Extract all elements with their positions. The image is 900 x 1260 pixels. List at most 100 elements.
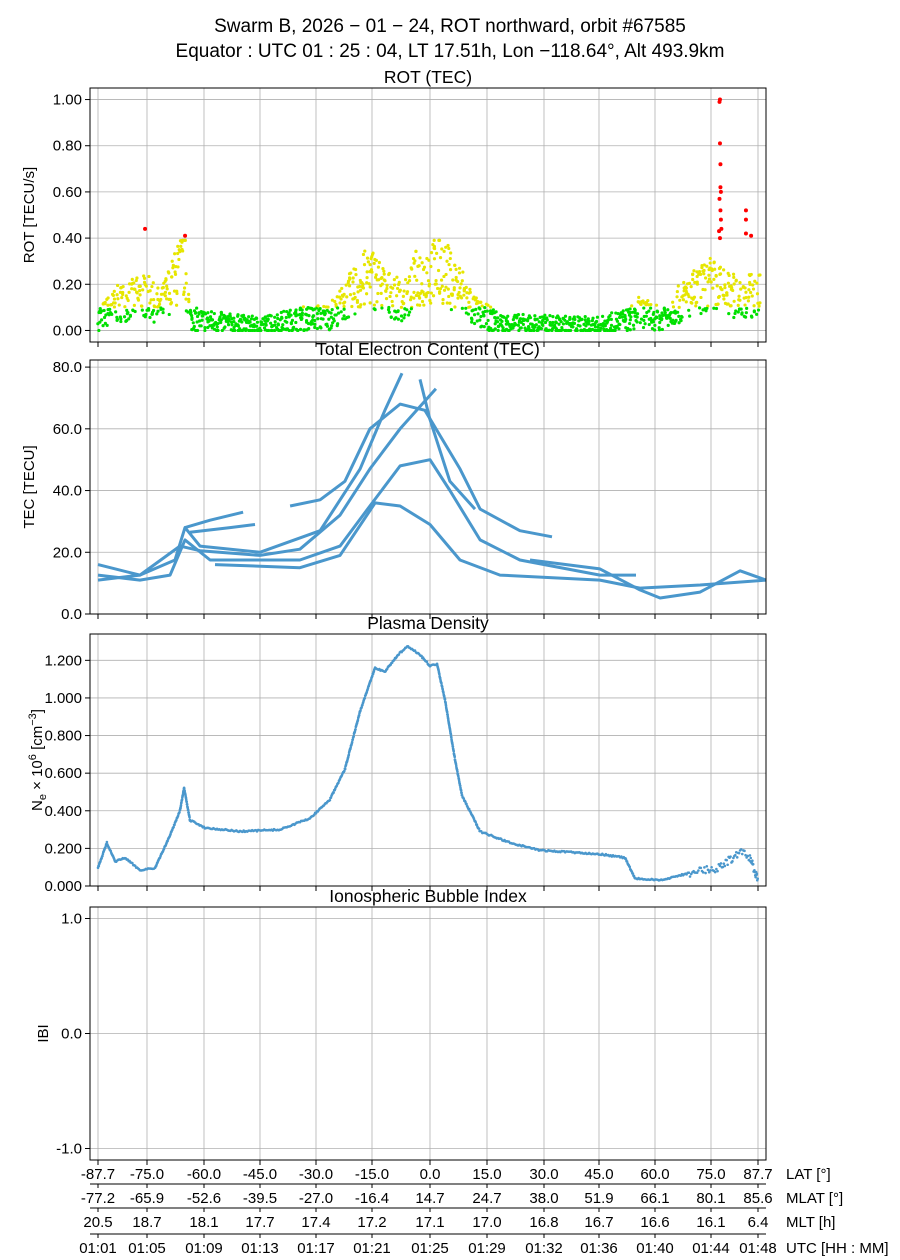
rot-point: [608, 314, 612, 318]
rot-high-point: [183, 233, 188, 238]
rot-point: [138, 289, 142, 293]
rot-point: [382, 269, 386, 273]
rot-point: [396, 309, 400, 313]
rot-point: [349, 271, 353, 275]
rot-point: [190, 317, 194, 321]
rot-point: [671, 318, 675, 322]
rot-point: [674, 318, 678, 322]
rot-point: [677, 314, 681, 318]
rot-point: [725, 293, 729, 297]
rot-point: [391, 304, 395, 308]
rot-point: [184, 297, 188, 301]
rot-point: [103, 302, 107, 306]
rot-point: [388, 294, 392, 299]
rot-point: [386, 307, 391, 312]
rot-point: [201, 313, 205, 318]
rot-point: [445, 301, 449, 305]
rot-high-point: [717, 236, 722, 241]
rot-point: [731, 288, 735, 293]
rot-point: [273, 328, 277, 333]
density-point: [350, 740, 354, 744]
density-point: [687, 871, 691, 875]
rot-point: [554, 320, 558, 324]
x-axis-row-label: MLT [h]: [786, 1214, 835, 1231]
rot-point: [644, 303, 648, 307]
rot-point: [295, 313, 300, 317]
rot-point: [750, 294, 754, 298]
rot-point: [420, 299, 425, 304]
rot-point: [439, 278, 444, 282]
rot-point: [444, 245, 448, 249]
rot-point: [365, 270, 369, 274]
rot-point: [496, 325, 501, 329]
rot-point: [336, 322, 340, 326]
rot-point: [744, 315, 748, 319]
rot-point: [720, 287, 724, 292]
rot-point: [106, 303, 110, 307]
rot-point: [677, 321, 681, 325]
rot-point: [524, 328, 528, 333]
rot-point: [480, 324, 484, 328]
rot-point: [287, 328, 291, 333]
rot-point: [434, 278, 438, 283]
rot-point: [313, 325, 317, 330]
rot-point: [606, 318, 611, 322]
density-point: [343, 769, 346, 773]
rot-point: [692, 295, 697, 299]
x-tick-label: 75.0: [696, 1166, 725, 1183]
rot-point: [171, 263, 175, 267]
rot-point: [384, 297, 389, 301]
rot-point: [372, 261, 376, 265]
rot-point: [729, 304, 733, 308]
rot-point: [163, 294, 167, 298]
rot-point: [112, 297, 117, 301]
x-tick-label: -75.0: [130, 1166, 164, 1183]
rot-point: [758, 273, 762, 277]
x-tick-label: -77.2: [81, 1190, 115, 1207]
rot-point: [647, 309, 651, 313]
x-tick-label: 38.0: [529, 1190, 558, 1207]
rot-point: [651, 320, 655, 324]
rot-point: [150, 312, 154, 316]
rot-high-point: [743, 208, 748, 213]
rot-point: [551, 320, 555, 325]
rot-point: [678, 298, 682, 302]
density-point: [328, 798, 332, 802]
x-tick-label: -30.0: [299, 1166, 333, 1183]
rot-point: [660, 311, 664, 315]
density-point: [314, 811, 318, 815]
rot-point: [368, 285, 372, 289]
rot-point: [739, 307, 743, 311]
density-point: [179, 803, 183, 807]
rot-point: [743, 286, 747, 290]
x-tick-label: -87.7: [81, 1166, 115, 1183]
rot-point: [426, 279, 431, 283]
rot-point: [316, 317, 320, 321]
rot-point: [689, 285, 693, 289]
rot-point: [474, 307, 478, 311]
density-point: [739, 848, 743, 851]
rot-point: [479, 300, 483, 304]
rot-point: [478, 307, 482, 311]
rot-point: [321, 317, 325, 321]
rot-point: [325, 322, 329, 326]
rot-point: [375, 300, 379, 304]
rot-point: [367, 282, 371, 286]
rot-point: [147, 307, 151, 311]
rot-point: [114, 310, 118, 314]
rot-point: [593, 325, 597, 329]
rot-point: [355, 298, 360, 303]
rot-point: [654, 303, 659, 307]
rot-point: [450, 292, 454, 296]
rot-point: [615, 324, 619, 328]
rot-point: [232, 325, 236, 330]
rot-point: [402, 316, 406, 320]
rot-point: [732, 282, 736, 286]
rot-point: [461, 270, 465, 274]
rot-point: [279, 310, 283, 315]
rot-point: [557, 322, 561, 326]
rot-point: [184, 272, 188, 276]
rot-point: [215, 328, 220, 332]
x-tick-label: 17.1: [415, 1214, 444, 1231]
rot-point: [758, 301, 762, 305]
